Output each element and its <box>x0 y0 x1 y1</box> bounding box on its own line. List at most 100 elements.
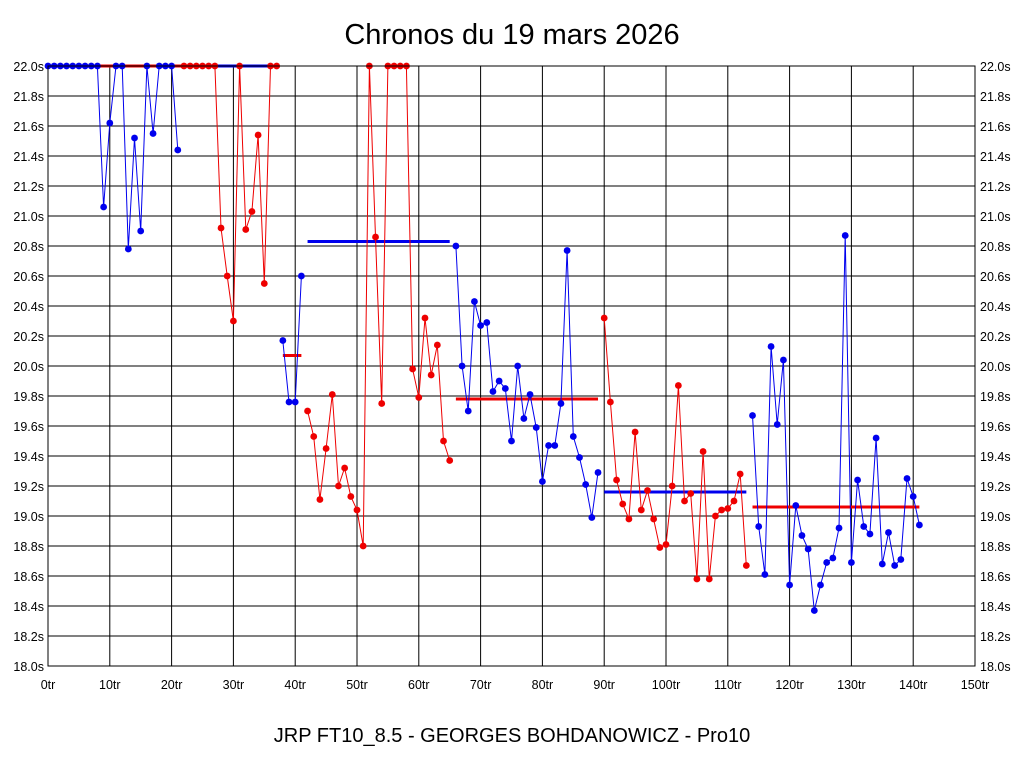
lap-point <box>322 445 330 452</box>
lap-point <box>557 400 565 407</box>
y-tick-label-right: 20.6s <box>980 270 1011 284</box>
y-axis-tick-labels: 18.0s 18.0s 18.2s 18.2s 18.4s 18.4s 18.6s 18.6s… <box>13 60 1010 674</box>
y-tick-label-left: 20.2s <box>13 330 44 344</box>
y-tick-label-left: 19.0s <box>13 510 44 524</box>
lap-point <box>606 398 614 406</box>
lap-point <box>724 505 732 512</box>
lap-point <box>662 541 670 548</box>
lap-point <box>903 475 911 482</box>
lap-point <box>817 581 824 589</box>
y-tick-label-right: 18.4s <box>980 600 1011 614</box>
y-tick-label-right: 19.0s <box>980 510 1011 524</box>
y-tick-label-left: 21.4s <box>13 150 44 164</box>
lap-point <box>539 478 546 485</box>
lap-point <box>835 524 843 532</box>
lap-point <box>681 497 688 505</box>
lap-point <box>489 388 497 395</box>
lap-point <box>335 482 342 490</box>
lap-point <box>841 232 849 239</box>
y-tick-label-left: 20.0s <box>13 360 44 374</box>
lap-point <box>878 560 886 568</box>
x-tick-label: 140tr <box>899 678 928 692</box>
y-tick-label-right: 20.4s <box>980 300 1011 314</box>
lap-point <box>915 521 923 529</box>
x-tick-label: 110tr <box>714 678 742 692</box>
lap-point <box>644 487 651 494</box>
lap-point <box>755 523 763 530</box>
lap-point <box>285 398 293 406</box>
lap-point <box>705 575 713 583</box>
lap-series <box>44 62 923 614</box>
lap-point <box>637 506 645 514</box>
y-tick-label-left: 21.8s <box>13 90 44 104</box>
y-tick-label-right: 21.8s <box>980 90 1011 104</box>
y-tick-label-right: 18.6s <box>980 570 1011 584</box>
lap-point <box>347 493 355 500</box>
x-tick-label: 40tr <box>284 678 306 692</box>
x-tick-label: 120tr <box>775 678 804 692</box>
lap-point <box>829 554 837 562</box>
y-tick-label-left: 21.6s <box>13 120 44 134</box>
y-tick-label-left: 18.8s <box>13 540 44 554</box>
lap-point <box>520 415 528 422</box>
lap-point <box>866 530 874 538</box>
x-tick-label: 70tr <box>470 678 492 692</box>
y-tick-label-right: 19.4s <box>980 450 1011 464</box>
lap-point <box>699 448 707 455</box>
lap-point <box>563 247 571 254</box>
lap-point <box>730 497 738 505</box>
y-tick-label-left: 19.2s <box>13 480 44 494</box>
lap-point <box>372 233 379 241</box>
lap-point <box>137 227 145 235</box>
y-tick-label-left: 21.0s <box>13 210 44 224</box>
y-tick-label-left: 19.6s <box>13 420 44 434</box>
lap-point <box>545 442 552 449</box>
x-tick-label: 100tr <box>652 678 681 692</box>
y-tick-label-right: 18.8s <box>980 540 1011 554</box>
lap-point <box>687 490 695 497</box>
y-tick-label-left: 20.4s <box>13 300 44 314</box>
lap-point <box>217 224 225 232</box>
y-tick-label-right: 20.2s <box>980 330 1011 344</box>
lap-point <box>446 457 454 464</box>
lap-point <box>872 434 880 442</box>
x-tick-label: 0tr <box>41 678 56 692</box>
lap-point <box>792 502 800 509</box>
lap-point <box>798 532 806 539</box>
y-tick-label-left: 22.0s <box>13 60 44 74</box>
lap-point <box>341 464 349 472</box>
lap-point <box>767 343 775 350</box>
x-tick-label: 80tr <box>532 678 554 692</box>
lap-point <box>582 481 590 488</box>
lap-point <box>804 545 812 553</box>
lap-point <box>631 428 639 436</box>
x-tick-label: 50tr <box>346 678 368 692</box>
y-tick-label-left: 18.2s <box>13 630 44 644</box>
lap-point <box>495 377 503 385</box>
x-axis-tick-labels: 0tr 10tr 20tr 30tr 40tr 50tr 60tr 70tr 80tr 90tr 1… <box>41 678 990 692</box>
y-tick-label-right: 19.8s <box>980 390 1011 404</box>
lap-point <box>316 496 324 503</box>
lap-point <box>600 314 608 322</box>
lap-point <box>279 337 287 344</box>
lap-point <box>668 482 676 490</box>
lap-point <box>223 272 231 280</box>
lap-point <box>619 500 627 508</box>
y-tick-label-left: 18.6s <box>13 570 44 584</box>
lap-point <box>693 575 701 583</box>
lap-point <box>106 119 114 127</box>
y-tick-label-right: 22.0s <box>980 60 1011 74</box>
lap-point <box>588 514 596 521</box>
y-tick-label-left: 20.8s <box>13 240 44 254</box>
lap-point <box>674 382 682 389</box>
lap-point <box>613 476 620 484</box>
y-tick-label-right: 20.0s <box>980 360 1011 374</box>
lap-point <box>297 272 305 280</box>
lap-point <box>526 391 534 398</box>
lap-point <box>823 559 831 566</box>
y-tick-label-left: 20.6s <box>13 270 44 284</box>
x-tick-label: 10tr <box>99 678 121 692</box>
y-tick-label-left: 18.4s <box>13 600 44 614</box>
